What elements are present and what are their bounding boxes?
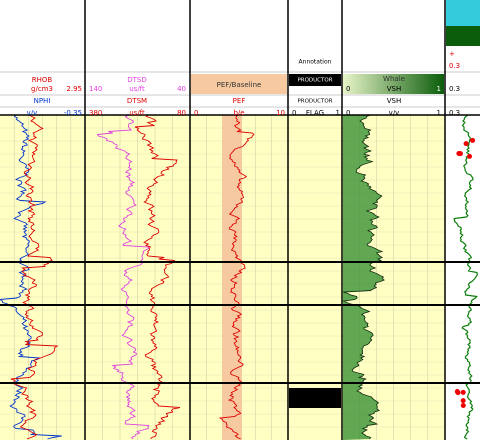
- marker-dot: [460, 389, 466, 395]
- curve-unit: v/v: [389, 109, 400, 117]
- curve-unit: g/cm3: [31, 85, 53, 93]
- marker-dot: [457, 151, 463, 157]
- scale-min: 0: [346, 109, 350, 117]
- flag-block: [289, 388, 341, 408]
- marker-dot: [460, 398, 466, 404]
- log-curve: [0, 115, 62, 440]
- curve-name: VSH: [387, 97, 402, 105]
- marker-dot: [467, 153, 473, 159]
- marker-dot: [460, 403, 466, 409]
- scale-max: 2.95: [66, 85, 82, 93]
- scale-max: 1: [437, 85, 441, 93]
- track-title: Annotation: [299, 59, 332, 66]
- curve-name: RHOB: [32, 76, 53, 84]
- scale-max: 1: [437, 109, 441, 117]
- scale-min: 0.3: [449, 109, 460, 117]
- log-curve: [10, 115, 59, 440]
- track-body: [445, 115, 480, 440]
- scale-min: 0: [194, 109, 198, 117]
- pef-baseline-fill: [191, 74, 287, 94]
- curve-unit: us/ft: [129, 109, 145, 117]
- track-title: Whale: [383, 75, 405, 83]
- scale-min: 0: [292, 109, 296, 117]
- marker: +: [449, 50, 455, 58]
- curve-name: NPHI: [34, 97, 51, 105]
- curve-name: PEF: [233, 97, 246, 105]
- curves: [0, 115, 478, 440]
- curve-name: DTSM: [127, 97, 147, 105]
- log-curve: [134, 115, 181, 440]
- log-curve: [453, 115, 478, 440]
- scale-min: 380: [89, 109, 102, 117]
- scale-max: -0.35: [64, 109, 82, 117]
- baseline-fill: [222, 115, 242, 440]
- scale-max: 10: [276, 109, 285, 117]
- log-curve: [218, 115, 255, 440]
- curve-unit: b/e: [233, 109, 244, 117]
- vsh-fill: [343, 74, 444, 94]
- color-box: [446, 26, 480, 46]
- scale-min: 140: [89, 85, 102, 93]
- scale-max: 40: [177, 85, 186, 93]
- marker-dot: [463, 141, 469, 147]
- scale-min: 0.3: [449, 85, 460, 93]
- curve-name: DTSD: [127, 76, 147, 84]
- scale-max: 1: [336, 109, 340, 117]
- curve-unit: FLAG: [306, 109, 324, 117]
- header-rules: [0, 71, 480, 108]
- scale-min: 0.3: [449, 62, 460, 70]
- vsh-fill: [343, 115, 384, 440]
- fill-name: VSH: [387, 85, 402, 93]
- scale-min: 0: [346, 85, 350, 93]
- color-box: [446, 0, 480, 26]
- marker-dot: [455, 390, 461, 396]
- curve-name: PRODUCTOR: [297, 99, 332, 105]
- log-curve: [96, 115, 150, 440]
- curve-unit: v/v: [27, 109, 38, 117]
- annotation-fill: [289, 74, 341, 86]
- zone-lines: [0, 261, 480, 384]
- track-title: PEF/Baseline: [217, 81, 262, 89]
- curve-unit: us/ft: [129, 85, 145, 93]
- fill-label: PRODUCTOR: [297, 78, 332, 84]
- header: [0, 0, 480, 115]
- marker-dot: [470, 137, 476, 143]
- scale-max: 80: [177, 109, 186, 117]
